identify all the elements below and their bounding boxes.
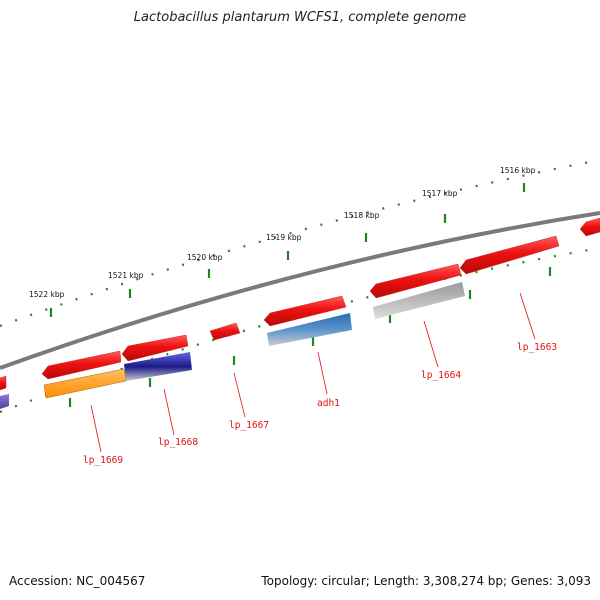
outer-major-ticks	[49, 183, 526, 317]
ruler-labels: 1522 kbp 1521 kbp 1520 kbp 1519 kbp 1518…	[29, 166, 536, 299]
gene-arrow	[121, 334, 189, 362]
gene-arrow	[0, 375, 7, 391]
map-title: Lactobacillus plantarum WCFS1, complete …	[133, 10, 467, 25]
cog-bar-grey	[373, 282, 465, 319]
genome-backbone	[0, 211, 600, 370]
topology-text: Topology: circular; Length: 3,308,274 bp…	[261, 574, 591, 588]
gene-arrow	[579, 217, 600, 237]
ruler-label-1519: 1519 kbp	[266, 233, 302, 242]
accession-text: Accession: NC_004567	[9, 574, 146, 588]
outer-ruler-ring	[0, 158, 600, 328]
gene-arrow	[41, 350, 122, 380]
ruler-label-1522: 1522 kbp	[29, 290, 65, 299]
gene-label-lp_1667: lp_1667	[229, 420, 269, 431]
cog-bar-purple	[0, 394, 9, 409]
gene-arrow	[263, 295, 347, 327]
gene-label-lp_1669: lp_1669	[83, 455, 123, 466]
cog-bars	[0, 282, 465, 409]
ruler-label-1517: 1517 kbp	[422, 189, 458, 198]
ruler-label-1518: 1518 kbp	[344, 211, 380, 220]
gene-label-lp_1663: lp_1663	[517, 342, 557, 353]
inner-major-ticks	[68, 267, 552, 407]
forward-genes	[0, 217, 600, 391]
cog-bar-navy	[124, 352, 192, 381]
ruler-label-1521: 1521 kbp	[108, 271, 144, 280]
ruler-label-1520: 1520 kbp	[187, 253, 223, 262]
gene-labels: lp_1669 lp_1668 lp_1667 adh1 lp_1664 lp_…	[83, 342, 557, 466]
gene-label-lp_1664: lp_1664	[421, 370, 461, 381]
gene-label-lp_1668: lp_1668	[158, 437, 198, 448]
cog-bar-steelblue	[267, 313, 352, 346]
ruler-label-1516: 1516 kbp	[500, 166, 536, 175]
gene-arrow	[459, 235, 560, 275]
gene-arrow	[369, 263, 462, 299]
gene-arrow	[209, 322, 241, 341]
gene-label-adh1: adh1	[317, 398, 340, 409]
label-leader-lines	[90, 292, 536, 453]
